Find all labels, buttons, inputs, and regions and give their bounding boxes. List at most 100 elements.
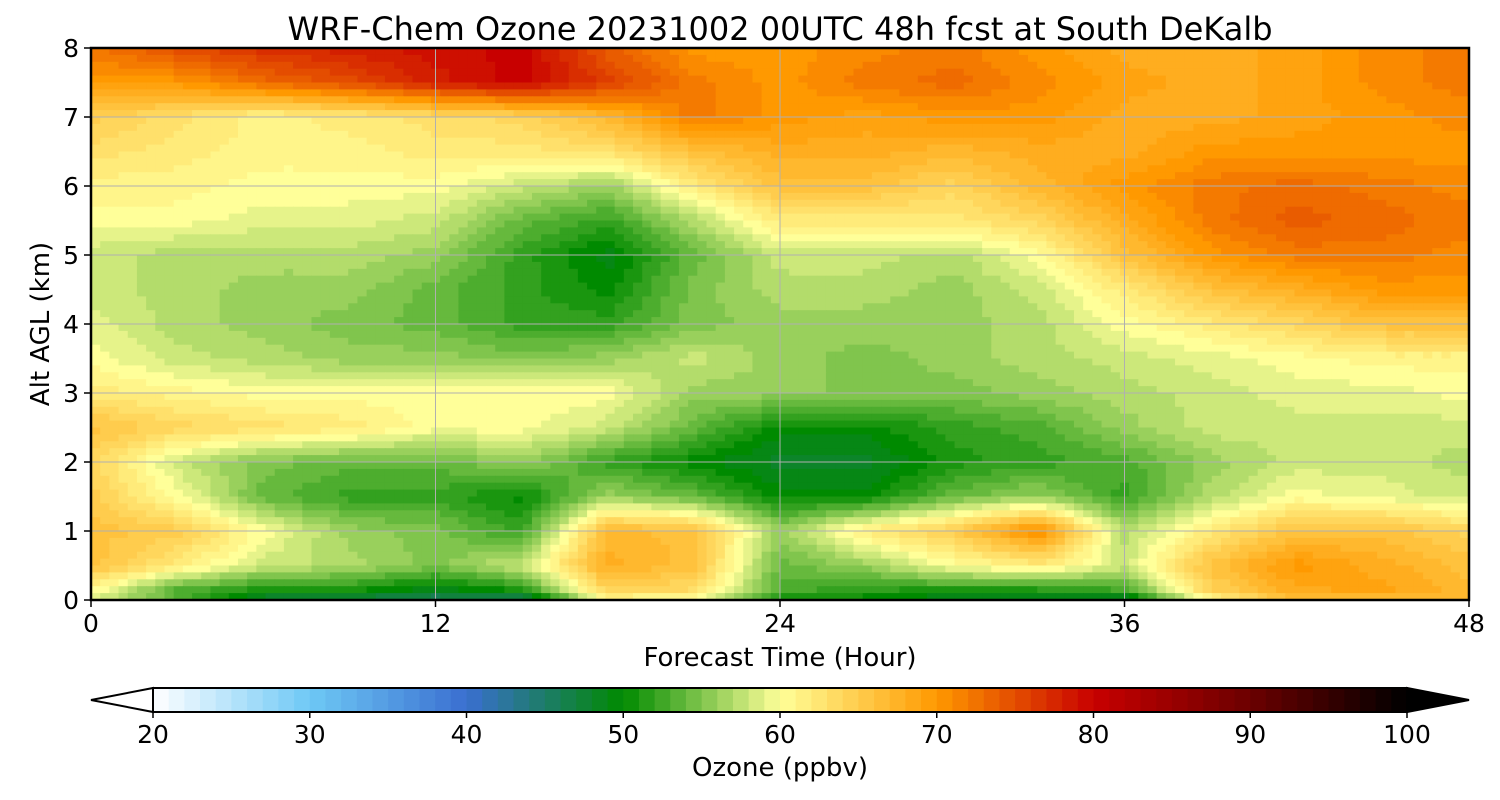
heatmap-cell <box>1331 130 1341 139</box>
heatmap-cell <box>302 151 313 159</box>
heatmap-cell <box>853 137 864 146</box>
heatmap-cell <box>1110 144 1121 153</box>
heatmap-cell <box>192 255 202 263</box>
heatmap-cell <box>881 82 891 90</box>
heatmap-cell <box>1404 158 1415 166</box>
heatmap-cell <box>577 241 588 249</box>
heatmap-cell <box>118 123 129 132</box>
heatmap-cell <box>357 192 368 201</box>
heatmap-cell <box>495 151 505 159</box>
heatmap-cell <box>1413 48 1424 56</box>
heatmap-cell <box>1000 130 1011 139</box>
heatmap-cell <box>1211 213 1222 222</box>
heatmap-cell <box>201 89 212 97</box>
heatmap-cell <box>688 255 698 263</box>
heatmap-cell <box>412 117 423 125</box>
heatmap-cell <box>403 268 414 277</box>
heatmap-cell <box>366 103 377 111</box>
heatmap-cell <box>1064 151 1075 159</box>
heatmap-cell <box>816 227 827 235</box>
heatmap-cell <box>605 199 616 208</box>
heatmap-cell <box>384 261 395 270</box>
heatmap-cell <box>1432 130 1443 139</box>
heatmap-cell <box>825 158 836 166</box>
heatmap-cell <box>715 179 726 187</box>
heatmap-cell <box>945 158 956 166</box>
heatmap-cell <box>1257 75 1268 84</box>
heatmap-cell <box>1009 261 1020 270</box>
heatmap-cell <box>1129 179 1139 187</box>
heatmap-cell <box>146 206 156 215</box>
heatmap-cell <box>614 137 625 146</box>
heatmap-cell <box>357 186 368 194</box>
heatmap-cell <box>247 227 257 235</box>
heatmap-cell <box>504 165 515 173</box>
heatmap-cell <box>265 268 276 277</box>
heatmap-cell <box>283 158 294 166</box>
heatmap-cell <box>862 82 873 90</box>
heatmap-cell <box>559 213 570 222</box>
heatmap-cell <box>210 151 221 159</box>
heatmap-cell <box>339 199 349 208</box>
heatmap-cell <box>531 89 542 97</box>
heatmap-cell <box>752 199 763 208</box>
heatmap-cell <box>926 137 937 146</box>
heatmap-cell <box>1441 61 1452 70</box>
heatmap-cell <box>118 261 129 270</box>
heatmap-cell <box>495 96 505 104</box>
heatmap-cell <box>476 96 487 104</box>
heatmap-cell <box>182 110 193 118</box>
heatmap-cell <box>1285 234 1296 242</box>
heatmap-cell <box>293 68 303 77</box>
heatmap-cell <box>1358 151 1369 159</box>
heatmap-cell <box>1175 248 1185 256</box>
heatmap-cell <box>853 227 864 235</box>
heatmap-cell <box>835 89 845 97</box>
heatmap-cell <box>182 103 193 111</box>
heatmap-cell <box>274 199 285 208</box>
heatmap-cell <box>357 61 368 70</box>
heatmap-cell <box>1450 220 1461 228</box>
heatmap-cell <box>816 103 827 111</box>
heatmap-cell <box>1037 199 1048 208</box>
heatmap-cell <box>274 61 285 70</box>
heatmap-cell <box>807 54 818 63</box>
heatmap-cell <box>293 261 303 270</box>
heatmap-cell <box>164 261 175 270</box>
heatmap-cell <box>577 61 588 70</box>
heatmap-cell <box>449 186 460 194</box>
heatmap-cell <box>770 206 781 215</box>
heatmap-cell <box>486 234 496 242</box>
heatmap-cell <box>522 137 533 146</box>
heatmap-cell <box>311 144 322 153</box>
heatmap-cell <box>1037 220 1048 228</box>
heatmap-cell <box>210 206 221 215</box>
heatmap-cell <box>734 172 744 180</box>
heatmap-cell <box>844 117 855 125</box>
heatmap-cell <box>467 103 478 111</box>
heatmap-cell <box>210 130 221 139</box>
heatmap-cell <box>780 261 790 270</box>
heatmap-cell <box>100 89 110 97</box>
heatmap-cell <box>1156 89 1167 97</box>
heatmap-cell <box>1331 48 1341 56</box>
heatmap-cell <box>917 130 928 139</box>
heatmap-cell <box>899 54 910 63</box>
heatmap-cell <box>1404 96 1415 104</box>
heatmap-cell <box>605 89 616 97</box>
heatmap-cell <box>559 165 570 173</box>
heatmap-cell <box>1404 151 1415 159</box>
heatmap-cell <box>118 144 129 153</box>
heatmap-cell <box>853 54 864 63</box>
heatmap-cell <box>357 75 368 84</box>
heatmap-cell <box>486 275 496 284</box>
heatmap-cell <box>228 165 239 173</box>
heatmap-cell <box>237 220 248 228</box>
heatmap-cell <box>770 144 781 153</box>
heatmap-cell <box>283 75 294 84</box>
heatmap-cell <box>844 123 855 132</box>
heatmap-cell <box>302 213 313 222</box>
heatmap-cell <box>192 61 202 70</box>
heatmap-cell <box>807 165 818 173</box>
heatmap-cell <box>568 48 579 56</box>
